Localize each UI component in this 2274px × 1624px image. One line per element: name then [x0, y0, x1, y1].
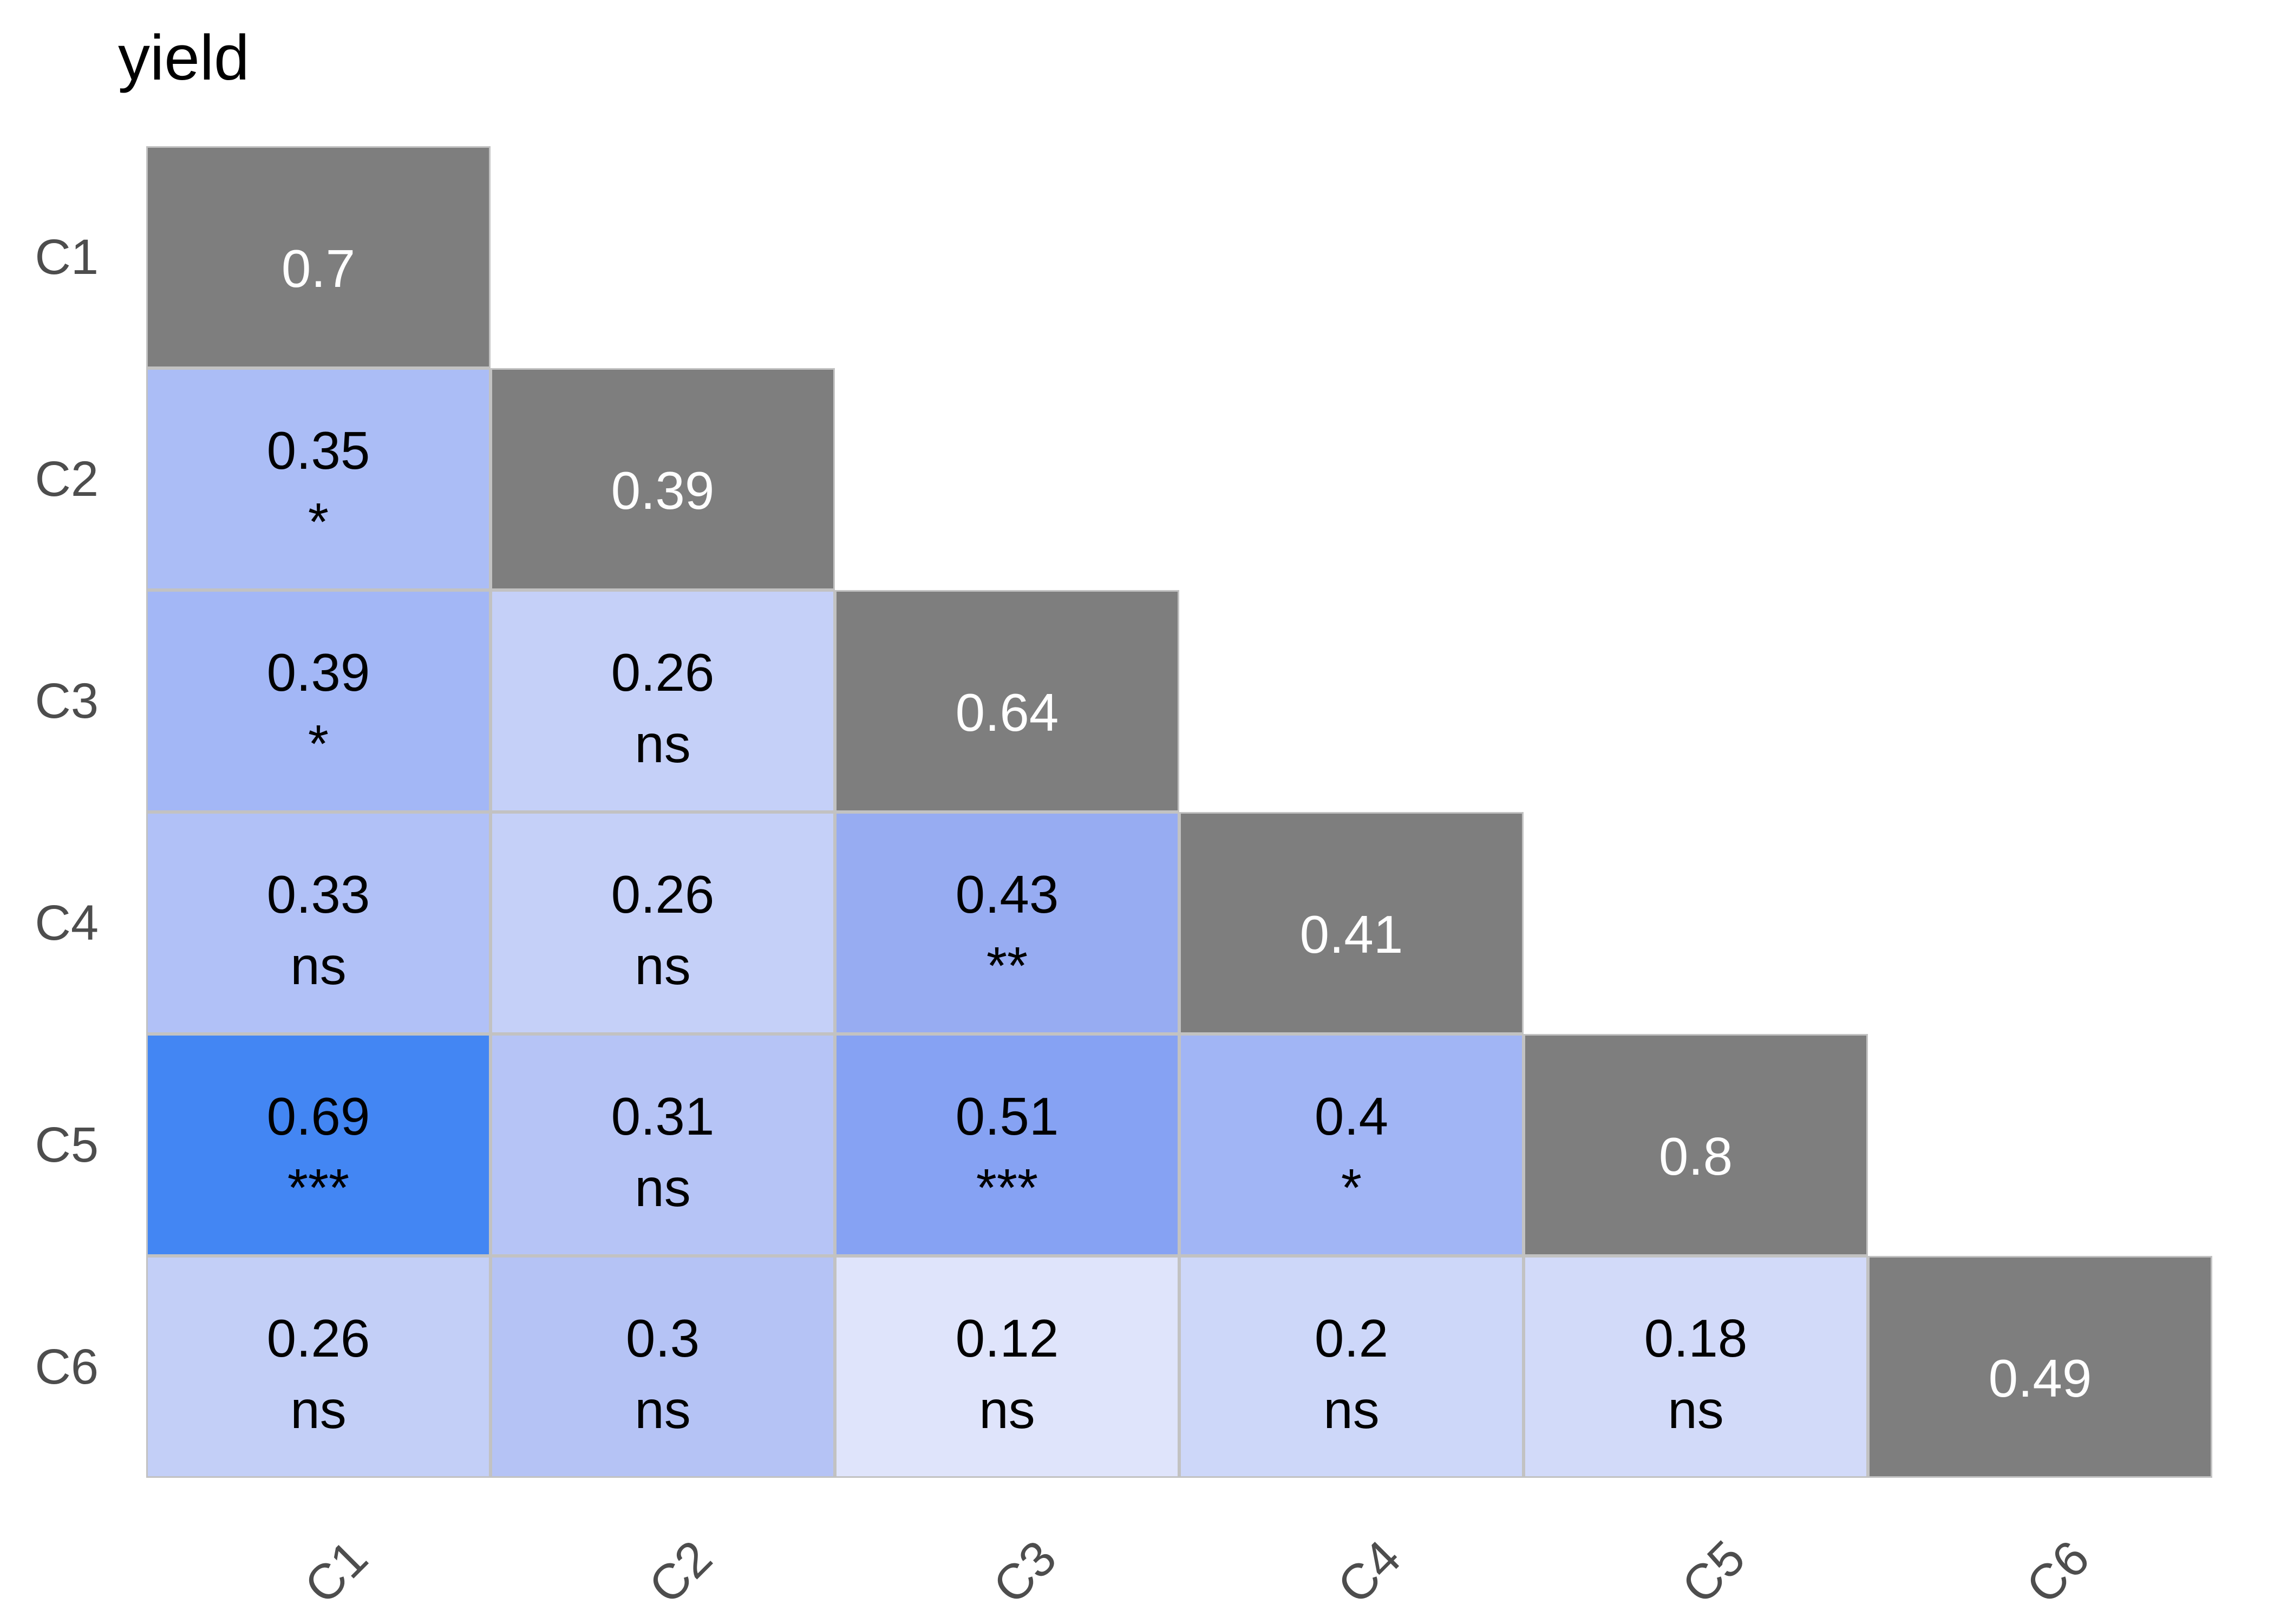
cell-significance: ns [290, 936, 347, 996]
diagonal-cell: 0.64 [835, 590, 1179, 812]
cell-significance: ** [986, 936, 1028, 996]
matrix-cell: 0.26 ns [491, 590, 835, 812]
diagonal-cell: 0.39 [491, 368, 835, 590]
y-axis-label: C2 [35, 451, 99, 507]
cell-value: 0.26 [611, 865, 715, 924]
cell-value: 0.26 [266, 1308, 370, 1368]
cell-significance: ns [290, 1380, 347, 1439]
cell-significance: * [308, 492, 329, 552]
cell-significance: * [308, 714, 329, 774]
cell-value: 0.49 [1988, 1348, 2092, 1408]
matrix-cell: 0.18 ns [1524, 1256, 1868, 1478]
cell-value: 0.7 [281, 239, 356, 298]
matrix-cell: 0.39 * [146, 590, 491, 812]
cell-significance: * [1341, 1158, 1362, 1217]
cell-value: 0.18 [1644, 1308, 1748, 1368]
matrix-cell: 0.26 ns [491, 812, 835, 1034]
matrix-cell: 0.69 *** [146, 1034, 491, 1256]
cell-value: 0.39 [611, 461, 715, 520]
cell-value: 0.2 [1314, 1308, 1389, 1368]
cell-value: 0.33 [266, 865, 370, 924]
cell-value: 0.4 [1314, 1086, 1389, 1146]
y-axis-label: C3 [35, 673, 99, 729]
cell-significance: ns [635, 714, 691, 774]
x-axis-label: C2 [638, 1530, 723, 1614]
cell-value: 0.26 [611, 643, 715, 702]
y-axis-label: C6 [35, 1339, 99, 1394]
cell-value: 0.41 [1299, 905, 1403, 964]
diagonal-cell: 0.7 [146, 146, 491, 368]
y-axis-label: C4 [35, 895, 99, 951]
cell-value: 0.35 [266, 421, 370, 480]
matrix-cell: 0.2 ns [1179, 1256, 1524, 1478]
cell-significance: ns [635, 1158, 691, 1217]
x-axis-label: C5 [1671, 1530, 1756, 1614]
diagonal-cell: 0.41 [1179, 812, 1524, 1034]
matrix-cell: 0.43 ** [835, 812, 1179, 1034]
matrix-cell: 0.4 * [1179, 1034, 1524, 1256]
y-axis-label: C5 [35, 1117, 99, 1173]
matrix-cell: 0.3 ns [491, 1256, 835, 1478]
cell-value: 0.8 [1658, 1127, 1733, 1186]
cell-significance: *** [287, 1158, 350, 1217]
cell-value: 0.31 [611, 1086, 715, 1146]
matrix-cell: 0.26 ns [146, 1256, 491, 1478]
cell-significance: ns [1323, 1380, 1380, 1439]
cell-value: 0.69 [266, 1086, 370, 1146]
diagonal-cell: 0.49 [1868, 1256, 2212, 1478]
y-axis-label: C1 [35, 230, 99, 285]
diagonal-cell: 0.8 [1524, 1034, 1868, 1256]
cell-value: 0.3 [625, 1308, 700, 1368]
cell-value: 0.43 [955, 865, 1059, 924]
cell-significance: ns [635, 936, 691, 996]
cell-significance: ns [979, 1380, 1035, 1439]
x-axis-label: C4 [1327, 1530, 1412, 1614]
matrix-cell: 0.35 * [146, 368, 491, 590]
cell-value: 0.51 [955, 1086, 1059, 1146]
cell-significance: ns [1668, 1380, 1724, 1439]
chart-title: yield [118, 22, 250, 94]
cell-value: 0.64 [955, 683, 1059, 742]
matrix-cell: 0.12 ns [835, 1256, 1179, 1478]
cell-significance: *** [976, 1158, 1038, 1217]
cell-value: 0.12 [955, 1308, 1059, 1368]
matrix-cell: 0.31 ns [491, 1034, 835, 1256]
matrix-cell: 0.51 *** [835, 1034, 1179, 1256]
x-axis-label: C6 [2016, 1530, 2100, 1614]
x-axis-label: C1 [294, 1530, 378, 1614]
x-axis-label: C3 [983, 1530, 1067, 1614]
matrix-cell: 0.33 ns [146, 812, 491, 1034]
cell-value: 0.39 [266, 643, 370, 702]
cell-significance: ns [635, 1380, 691, 1439]
